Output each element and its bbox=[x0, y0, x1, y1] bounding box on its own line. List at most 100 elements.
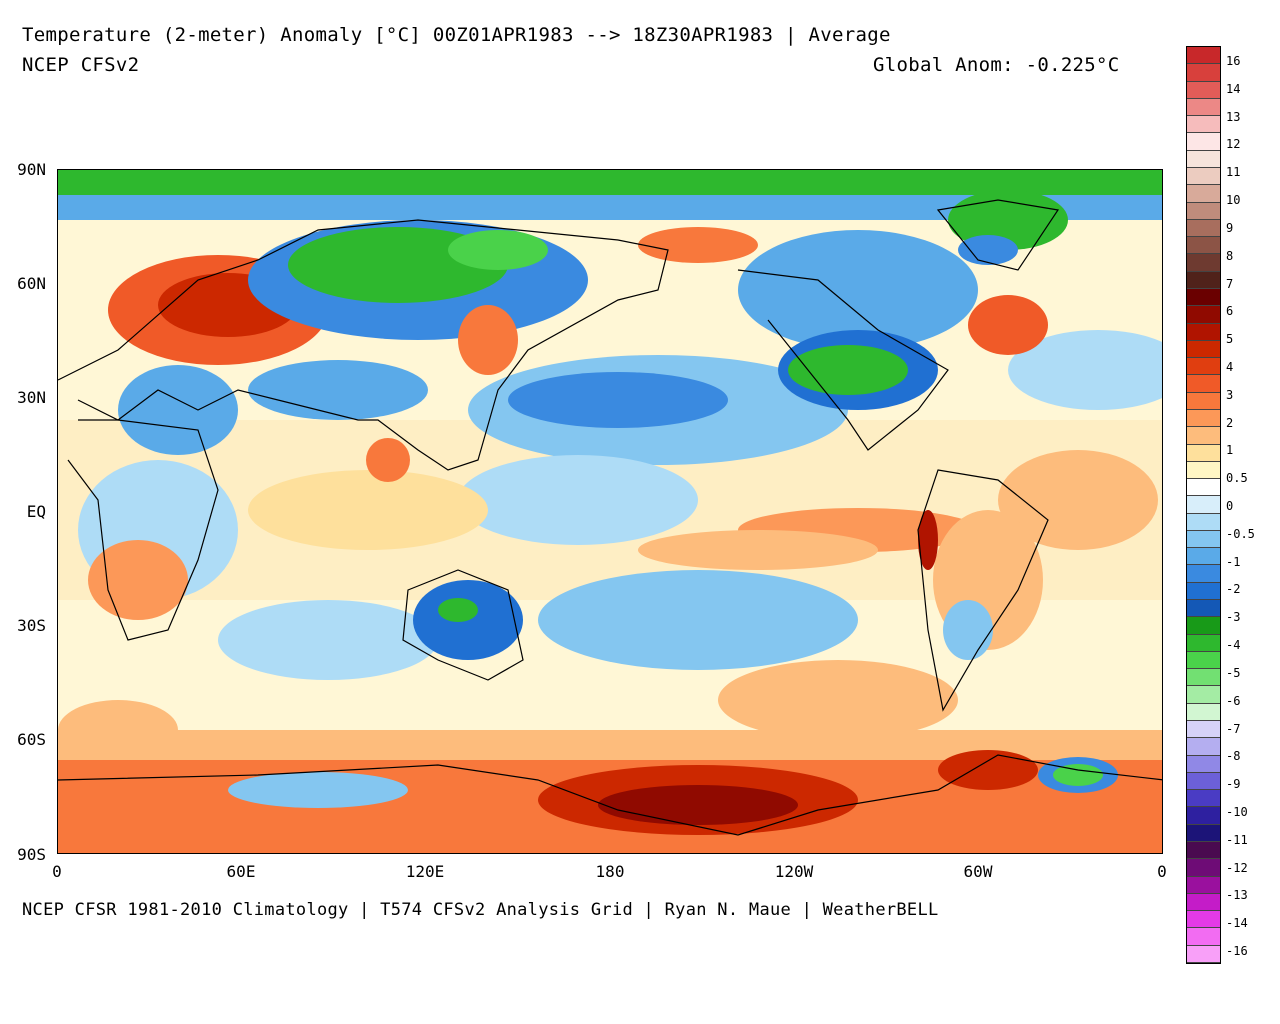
y-axis-label: 60S bbox=[17, 730, 46, 749]
colorbar-segment bbox=[1187, 444, 1220, 462]
colorbar-segment bbox=[1187, 47, 1220, 65]
colorbar-label: 8 bbox=[1226, 248, 1234, 263]
colorbar-segment bbox=[1187, 738, 1220, 756]
colorbar-segment bbox=[1187, 651, 1220, 670]
colorbar-segment bbox=[1187, 81, 1220, 99]
colorbar-label: -9 bbox=[1226, 777, 1241, 792]
colorbar-label: -8 bbox=[1226, 749, 1241, 764]
colorbar-segment bbox=[1187, 409, 1220, 428]
colorbar-segment bbox=[1187, 824, 1220, 843]
colorbar-label: 13 bbox=[1226, 109, 1241, 124]
colorbar-segment bbox=[1187, 496, 1220, 514]
anomaly-map bbox=[57, 169, 1163, 854]
colorbar-segment bbox=[1187, 634, 1220, 652]
colorbar-segment bbox=[1187, 427, 1220, 445]
colorbar-segment bbox=[1187, 98, 1220, 117]
colorbar-segment bbox=[1187, 392, 1220, 410]
y-axis-label: 30S bbox=[17, 616, 46, 635]
colorbar-segment bbox=[1187, 911, 1220, 929]
colorbar-segment bbox=[1187, 306, 1220, 324]
colorbar-label: 11 bbox=[1226, 165, 1241, 180]
colorbar-segment bbox=[1187, 565, 1220, 583]
colorbar-segment bbox=[1187, 548, 1220, 566]
colorbar-label: 0 bbox=[1226, 499, 1234, 513]
colorbar-segment bbox=[1187, 167, 1220, 186]
colorbar-label: -3 bbox=[1226, 610, 1241, 625]
colorbar-label: 10 bbox=[1226, 193, 1241, 208]
y-axis-label: 60N bbox=[17, 274, 46, 293]
colorbar-segment bbox=[1187, 842, 1220, 860]
colorbar-segment bbox=[1187, 254, 1220, 272]
colorbar-segment bbox=[1187, 116, 1220, 134]
colorbar-segment bbox=[1187, 202, 1220, 220]
colorbar-segment bbox=[1187, 945, 1220, 963]
colorbar-segment bbox=[1187, 219, 1220, 238]
y-axis-label: 30N bbox=[17, 388, 46, 407]
colorbar-segment bbox=[1187, 582, 1220, 601]
colorbar-label: -0.5 bbox=[1226, 526, 1255, 541]
colorbar-segment bbox=[1187, 530, 1220, 549]
colorbar-segment bbox=[1187, 375, 1220, 393]
colorbar-segment bbox=[1187, 617, 1220, 635]
colorbar-label: 7 bbox=[1226, 276, 1234, 291]
colorbar-segment bbox=[1187, 150, 1220, 168]
colorbar-segment bbox=[1187, 893, 1220, 912]
colorbar-segment bbox=[1187, 772, 1220, 791]
colorbar-label: 3 bbox=[1226, 387, 1234, 402]
y-axis-label: 90S bbox=[17, 845, 46, 864]
colorbar-label: 16 bbox=[1226, 54, 1241, 68]
colorbar-segment bbox=[1187, 133, 1220, 151]
colorbar-segment bbox=[1187, 513, 1220, 531]
coastlines bbox=[58, 199, 1162, 836]
colorbar-segment bbox=[1187, 288, 1220, 307]
colorbar-label: -10 bbox=[1226, 804, 1248, 819]
colorbar-label: -13 bbox=[1226, 888, 1248, 903]
y-axis-label: EQ bbox=[26, 502, 46, 521]
colorbar bbox=[1186, 46, 1221, 964]
colorbar-label: -5 bbox=[1226, 665, 1241, 680]
colorbar-label: 6 bbox=[1226, 304, 1234, 319]
colorbar-label: 14 bbox=[1226, 81, 1241, 96]
model-name: NCEP CFSv2 bbox=[22, 54, 140, 76]
colorbar-segment bbox=[1187, 807, 1220, 825]
colorbar-label: -4 bbox=[1226, 638, 1241, 653]
colorbar-label: -6 bbox=[1226, 693, 1241, 708]
global-anomaly: Global Anom: -0.225°C bbox=[873, 54, 1120, 76]
y-axis-label: 90N bbox=[17, 160, 46, 179]
colorbar-segment bbox=[1187, 237, 1220, 255]
x-axis-label: 60E bbox=[226, 862, 256, 881]
colorbar-segment bbox=[1187, 790, 1220, 808]
colorbar-segment bbox=[1187, 323, 1220, 341]
colorbar-segment bbox=[1187, 64, 1220, 82]
colorbar-segment bbox=[1187, 358, 1220, 376]
colorbar-segment bbox=[1187, 479, 1220, 497]
colorbar-label: 9 bbox=[1226, 220, 1234, 235]
colorbar-segment bbox=[1187, 461, 1220, 480]
colorbar-label: -7 bbox=[1226, 721, 1241, 736]
colorbar-segment bbox=[1187, 721, 1220, 739]
colorbar-label: 5 bbox=[1226, 332, 1234, 347]
colorbar-segment bbox=[1187, 755, 1220, 773]
colorbar-label: 1 bbox=[1226, 443, 1234, 458]
x-axis-label: 180 bbox=[595, 862, 625, 881]
x-axis-label: 0 bbox=[1157, 862, 1167, 881]
colorbar-segment bbox=[1187, 340, 1220, 359]
colorbar-segment bbox=[1187, 703, 1220, 722]
colorbar-segment bbox=[1187, 185, 1220, 203]
colorbar-segment bbox=[1187, 876, 1220, 894]
anomaly-field bbox=[58, 170, 1162, 853]
colorbar-label: 4 bbox=[1226, 359, 1234, 374]
x-axis-label: 120E bbox=[405, 862, 445, 881]
colorbar-label: 2 bbox=[1226, 415, 1234, 430]
colorbar-label: -1 bbox=[1226, 554, 1241, 569]
colorbar-segment bbox=[1187, 271, 1220, 289]
footer-credits: NCEP CFSR 1981-2010 Climatology | T574 C… bbox=[22, 900, 939, 920]
colorbar-segment bbox=[1187, 600, 1220, 618]
colorbar-label: 0.5 bbox=[1226, 471, 1248, 486]
x-axis-label: 60W bbox=[963, 862, 993, 881]
colorbar-label: -16 bbox=[1226, 944, 1248, 958]
colorbar-label: -14 bbox=[1226, 916, 1248, 931]
colorbar-label: 12 bbox=[1226, 137, 1241, 152]
colorbar-segment bbox=[1187, 669, 1220, 687]
colorbar-segment bbox=[1187, 859, 1220, 877]
